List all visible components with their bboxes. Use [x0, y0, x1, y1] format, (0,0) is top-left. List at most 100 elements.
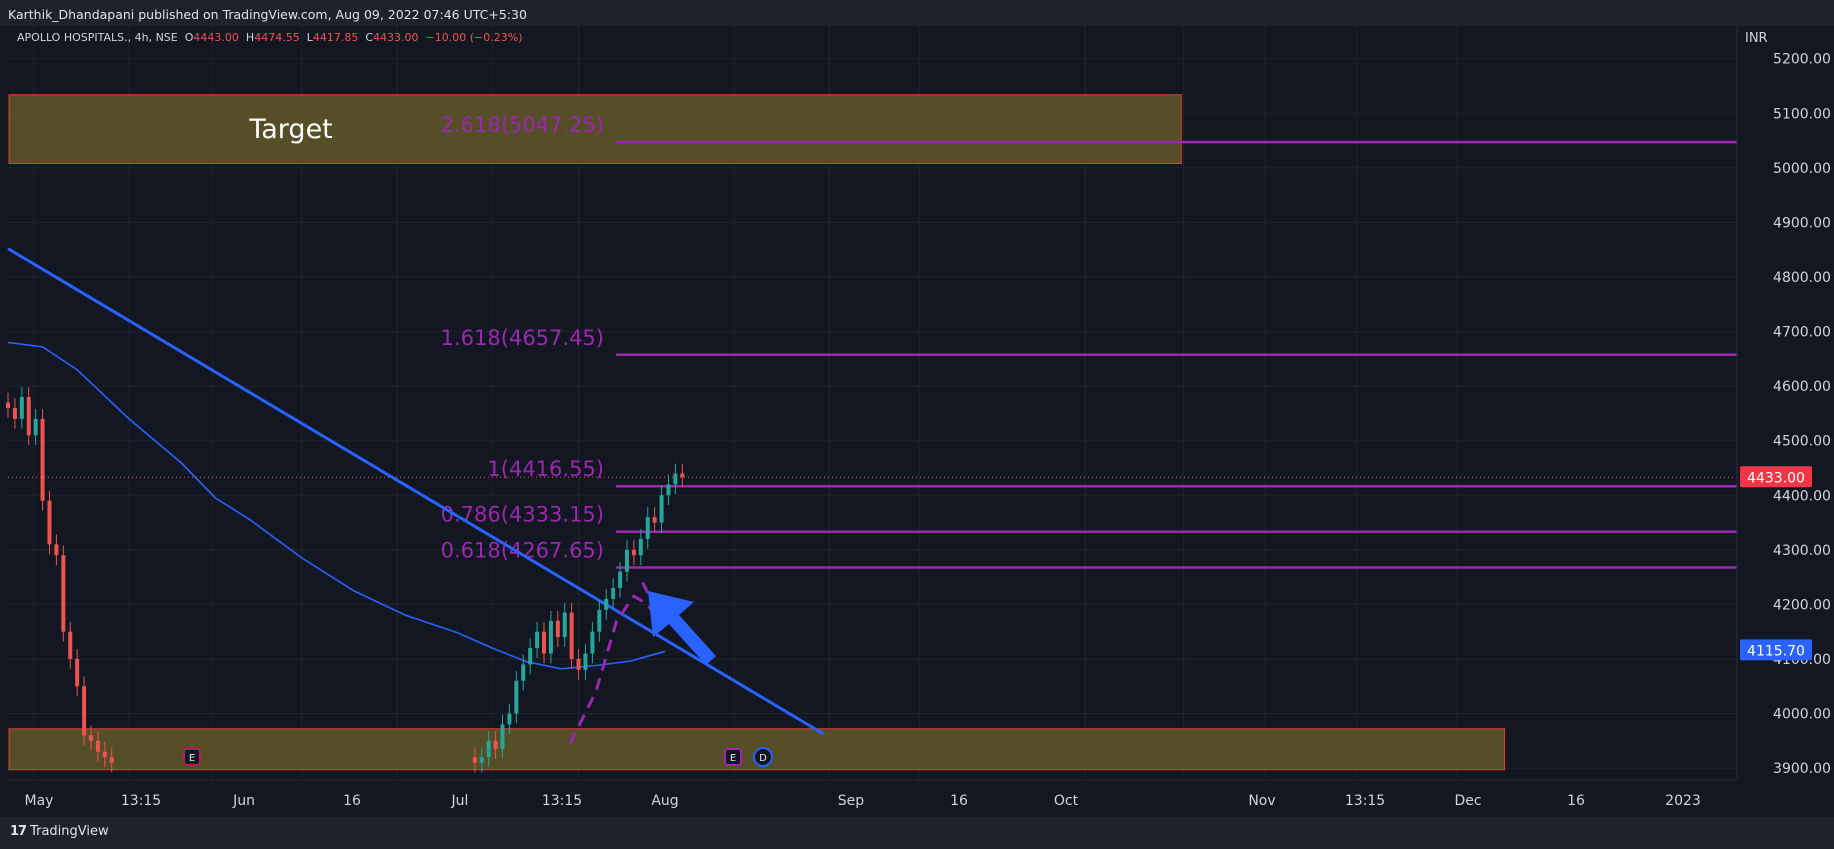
candle-body	[541, 631, 546, 654]
candle-body	[569, 612, 574, 659]
tradingview-logo[interactable]: 17 TradingView	[10, 824, 109, 839]
candle-body	[26, 397, 31, 436]
event-marker-label: E	[730, 753, 736, 764]
legend-l-value: 4417.85	[313, 31, 359, 44]
time-tick-label: Jul	[451, 793, 469, 809]
bottom-bar	[0, 817, 1834, 849]
price-tick-label: 3900.00	[1773, 761, 1831, 777]
candle-body	[493, 740, 498, 749]
candle-body	[583, 653, 588, 670]
candle-body	[472, 757, 477, 763]
candle-body	[562, 612, 567, 638]
time-tick-label: Jun	[232, 793, 255, 809]
top-bar: Karthik_Dhandapani published on TradingV…	[0, 0, 1834, 26]
target-zone-label: Target	[248, 114, 333, 145]
dividend-marker-icon	[753, 747, 773, 767]
candle-body	[54, 544, 59, 556]
time-tick-label: Nov	[1248, 793, 1275, 809]
price-tick-label: 5200.00	[1773, 52, 1831, 68]
candle-body	[548, 620, 553, 654]
legend-symbol: APOLLO HOSPITALS., 4h, NSE	[17, 31, 178, 44]
time-tick-label: 13:15	[542, 793, 582, 809]
time-axis	[0, 779, 1834, 817]
candle-body	[500, 724, 505, 749]
price-tick-label: 5000.00	[1773, 161, 1831, 177]
target-zone	[8, 94, 1182, 165]
candle-body	[618, 571, 623, 589]
last-price-tag	[1740, 466, 1812, 488]
candle-body	[88, 735, 93, 741]
wave-pattern-line	[568, 594, 660, 745]
time-tick-label: Sep	[838, 793, 865, 809]
price-chart[interactable]: Target 2.618(5047.25)1.618(4657.45)1(4416…	[0, 26, 1834, 817]
time-tick-label: 13:15	[121, 793, 161, 809]
candle-body	[102, 751, 107, 758]
legend-spacer	[300, 31, 307, 44]
candle-body	[82, 686, 87, 736]
candle-body	[638, 538, 643, 556]
event-marker-label: E	[189, 753, 195, 764]
price-tick-label: 4600.00	[1773, 379, 1831, 395]
candle-body	[19, 397, 24, 419]
time-tick-label: 2023	[1665, 793, 1701, 809]
candle-body	[479, 757, 484, 763]
event-marker-label: D	[759, 753, 767, 764]
candle-body	[624, 549, 629, 572]
legend-h-value: 4474.55	[254, 31, 300, 44]
price-tick-label: 4000.00	[1773, 707, 1831, 723]
legend-o-value: 4443.00	[193, 31, 239, 44]
fib-level-label: 1.618(4657.45)	[441, 326, 604, 350]
candle-body	[486, 740, 491, 758]
fib-level-label: 2.618(5047.25)	[441, 113, 604, 137]
candle-body	[507, 713, 512, 725]
time-tick-label: 16	[1567, 793, 1585, 809]
earnings-marker-icon	[183, 748, 201, 766]
candle-body	[673, 473, 678, 485]
time-tick-label: Dec	[1454, 793, 1481, 809]
time-tick-label: 16	[343, 793, 361, 809]
candle-body	[659, 495, 664, 523]
time-tick-label: Oct	[1054, 793, 1079, 809]
tradingview-mark-icon: 17	[10, 824, 27, 839]
time-tick-label: Aug	[651, 793, 678, 809]
tradingview-brand: TradingView	[30, 824, 109, 839]
last-price-label: 4433.00	[1747, 470, 1805, 486]
candle-body	[521, 664, 526, 681]
candle-body	[6, 402, 10, 408]
fib-level-label: 0.786(4333.15)	[441, 503, 604, 527]
candle-body	[109, 757, 114, 763]
candle-body	[535, 631, 540, 649]
candle-body	[680, 473, 685, 478]
price-tick-label: 4900.00	[1773, 215, 1831, 231]
legend-c-label: C	[365, 31, 373, 44]
legend-o-label: O	[185, 31, 194, 44]
candle-body	[95, 740, 100, 752]
time-tick-label: 13:15	[1345, 793, 1385, 809]
candle-body	[652, 517, 657, 523]
legend-spacer	[358, 31, 365, 44]
legend-h-label: H	[246, 31, 254, 44]
ma-value-label: 4115.70	[1747, 643, 1805, 659]
publisher-line: Karthik_Dhandapani published on TradingV…	[8, 7, 527, 22]
candle-body	[61, 555, 66, 632]
arrow-icon	[648, 591, 716, 665]
price-tick-label: 4800.00	[1773, 270, 1831, 286]
downtrend-line	[7, 247, 825, 736]
candle-body	[555, 620, 560, 638]
legend-c-value: 4433.00	[373, 31, 419, 44]
legend-change: −10.00 (−0.23%)	[426, 31, 523, 44]
candle-body	[12, 407, 17, 419]
candle-body	[40, 418, 45, 501]
price-tick-label: 5100.00	[1773, 106, 1831, 122]
candle-body	[666, 484, 671, 496]
candle-body	[645, 517, 650, 539]
candle-body	[68, 631, 73, 659]
earnings-marker-icon	[724, 748, 742, 766]
price-tick-label: 4500.00	[1773, 434, 1831, 450]
legend-spacer	[239, 31, 246, 44]
legend-l-label: L	[307, 31, 314, 44]
legend-spacer	[178, 31, 185, 44]
ma-value-tag	[1740, 639, 1812, 661]
ohlc-legend: APOLLO HOSPITALS., 4h, NSE O4443.00 H447…	[17, 31, 522, 44]
price-tick-label: 4700.00	[1773, 325, 1831, 341]
